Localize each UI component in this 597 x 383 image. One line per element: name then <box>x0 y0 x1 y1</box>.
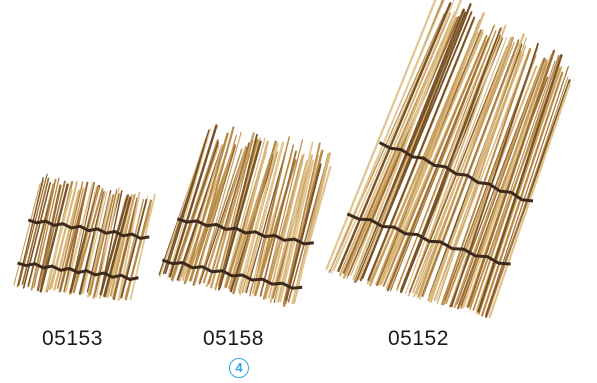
number-badge: 4 <box>229 358 249 378</box>
reed-bundle-small <box>13 173 156 302</box>
reed-bundle-medium <box>158 124 332 307</box>
product-code-label: 05158 <box>203 327 264 350</box>
product-code-label: 05152 <box>388 327 449 350</box>
product-code-label: 05153 <box>42 327 103 350</box>
reed-bundle-large <box>325 0 571 319</box>
